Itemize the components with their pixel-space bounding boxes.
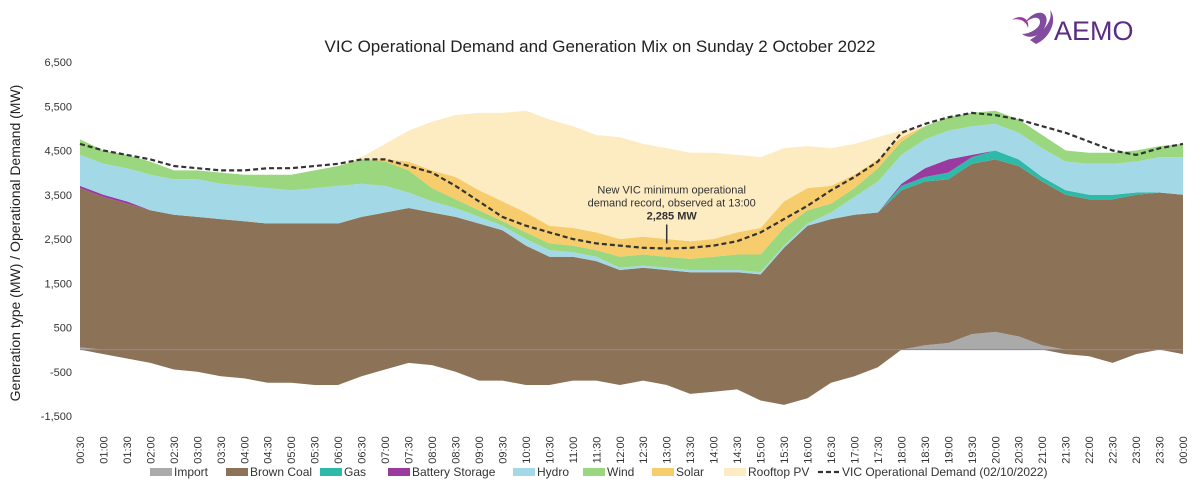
x-tick-label: 05:00 xyxy=(286,436,298,464)
x-tick-label: 07:30 xyxy=(404,436,416,464)
x-tick-label: 23:30 xyxy=(1155,436,1167,464)
x-tick-label: 18:30 xyxy=(920,436,932,464)
legend-label-solar: Solar xyxy=(676,465,704,479)
x-tick-label: 01:30 xyxy=(122,436,134,464)
x-tick-label: 06:30 xyxy=(357,436,369,464)
annotation-value: 2,285 MW xyxy=(647,211,698,223)
x-tick-label: 05:30 xyxy=(310,436,322,464)
x-tick-label: 03:30 xyxy=(216,436,228,464)
area-rooftop-pv xyxy=(80,110,1183,242)
area-import xyxy=(80,331,1183,350)
legend-label-rooftop-pv: Rooftop PV xyxy=(748,465,809,479)
x-tick-label: 09:00 xyxy=(474,436,486,464)
legend-label-wind: Wind xyxy=(607,465,634,479)
x-tick-label: 03:00 xyxy=(192,436,204,464)
x-tick-label: 10:30 xyxy=(544,436,556,464)
x-tick-label: 12:30 xyxy=(638,436,650,464)
legend-swatch-import xyxy=(150,468,172,476)
legend-swatch-battery-storage xyxy=(388,468,410,476)
x-tick-label: 14:00 xyxy=(709,436,721,464)
legend-swatch-hydro xyxy=(513,468,535,476)
x-tick-label: 23:00 xyxy=(1131,436,1143,464)
legend-swatch-gas xyxy=(320,468,342,476)
y-tick-label: 1,500 xyxy=(44,278,72,290)
x-tick-label: 04:30 xyxy=(263,436,275,464)
x-tick-labels: 00:30 01:00 01:30 02:00 02:30 03:00 03:30 04:00… xyxy=(75,436,1190,464)
legend-label-vic-operational-demand-02-10-2022-: VIC Operational Demand (02/10/2022) xyxy=(842,465,1047,479)
y-tick-label: 2,500 xyxy=(44,234,72,246)
x-tick-label: 06:00 xyxy=(333,436,345,464)
x-tick-label: 17:00 xyxy=(849,436,861,464)
x-tick-label: 15:00 xyxy=(756,436,768,464)
x-tick-label: 10:00 xyxy=(521,436,533,464)
x-tick-label: 22:30 xyxy=(1108,436,1120,464)
legend-swatch-wind xyxy=(583,468,605,476)
y-tick-label: 3,500 xyxy=(44,190,72,202)
x-tick-label: 01:00 xyxy=(98,436,110,464)
series-line-demand xyxy=(79,111,1184,250)
x-tick-label: 02:30 xyxy=(169,436,181,464)
x-tick-label: 07:00 xyxy=(380,436,392,464)
x-tick-label: 08:30 xyxy=(450,436,462,464)
area-brown-coal-negative xyxy=(80,349,1183,405)
y-axis-label: Generation type (MW) / Operational Deman… xyxy=(7,85,23,402)
aemo-logo-text: AEMO xyxy=(1054,16,1134,46)
y-tick-label: 4,500 xyxy=(44,146,72,158)
area-hydro xyxy=(80,123,1183,275)
x-tick-label: 20:00 xyxy=(990,436,1002,464)
x-tick-label: 12:00 xyxy=(615,436,627,464)
legend-swatch-solar xyxy=(652,468,674,476)
y-tick-label: 5,500 xyxy=(44,101,72,113)
legend-swatch-rooftop-pv xyxy=(724,468,746,476)
x-tick-label: 00:30 xyxy=(75,436,87,464)
x-tick-label: 02:00 xyxy=(145,436,157,464)
legend-swatch-brown-coal xyxy=(226,468,248,476)
x-tick-label: 21:30 xyxy=(1061,436,1073,464)
x-tick-label: 09:30 xyxy=(497,436,509,464)
y-tick-label: -1,500 xyxy=(41,411,72,423)
aemo-logo-swirl-icon xyxy=(1022,10,1054,44)
x-tick-label: 08:00 xyxy=(427,436,439,464)
y-tick-label: 500 xyxy=(54,323,72,335)
x-tick-label: 16:30 xyxy=(826,436,838,464)
y-tick-label: -500 xyxy=(50,367,72,379)
x-tick-label: 19:30 xyxy=(967,436,979,464)
x-tick-label: 04:00 xyxy=(239,436,251,464)
area-battery-storage xyxy=(80,150,1183,275)
x-tick-label: 18:00 xyxy=(896,436,908,464)
stacked-areas xyxy=(80,110,1183,405)
legend-label-hydro: Hydro xyxy=(537,465,569,479)
chart-title: VIC Operational Demand and Generation Mi… xyxy=(325,37,876,56)
x-tick-label: 11:00 xyxy=(568,437,580,464)
legend-label-gas: Gas xyxy=(344,465,366,479)
x-tick-label: 11:30 xyxy=(591,437,603,464)
x-tick-label: 14:30 xyxy=(732,436,744,464)
x-tick-label: 21:00 xyxy=(1037,436,1049,464)
legend: Import Brown Coal Gas Battery Storage Hydro W… xyxy=(150,465,1047,479)
x-tick-label: 22:00 xyxy=(1084,436,1096,464)
x-tick-label: 00:00 xyxy=(1178,436,1190,464)
x-tick-label: 20:30 xyxy=(1014,436,1026,464)
x-tick-label: 16:00 xyxy=(803,436,815,464)
aemo-logo-swirl-icon-2 xyxy=(1012,17,1029,28)
legend-label-battery-storage: Battery Storage xyxy=(412,465,496,479)
x-tick-label: 17:30 xyxy=(873,436,885,464)
annotation-line-2: demand record, observed at 13:00 xyxy=(588,198,756,210)
legend-label-brown-coal: Brown Coal xyxy=(250,465,312,479)
x-tick-label: 15:30 xyxy=(779,436,791,464)
x-tick-label: 19:00 xyxy=(943,436,955,464)
x-tick-label: 13:00 xyxy=(662,436,674,464)
annotation: New VIC minimum operational demand recor… xyxy=(588,185,756,244)
y-tick-labels: 6,500 5,500 4,500 3,500 2,500 1,500 500 -500 -1,… xyxy=(41,57,72,423)
area-brown-coal xyxy=(80,159,1183,350)
legend-label-import: Import xyxy=(174,465,209,479)
aemo-logo: AEMO xyxy=(1012,10,1134,46)
y-tick-label: 6,500 xyxy=(44,57,72,69)
annotation-line-1: New VIC minimum operational xyxy=(597,185,746,197)
x-tick-label: 13:30 xyxy=(685,436,697,464)
